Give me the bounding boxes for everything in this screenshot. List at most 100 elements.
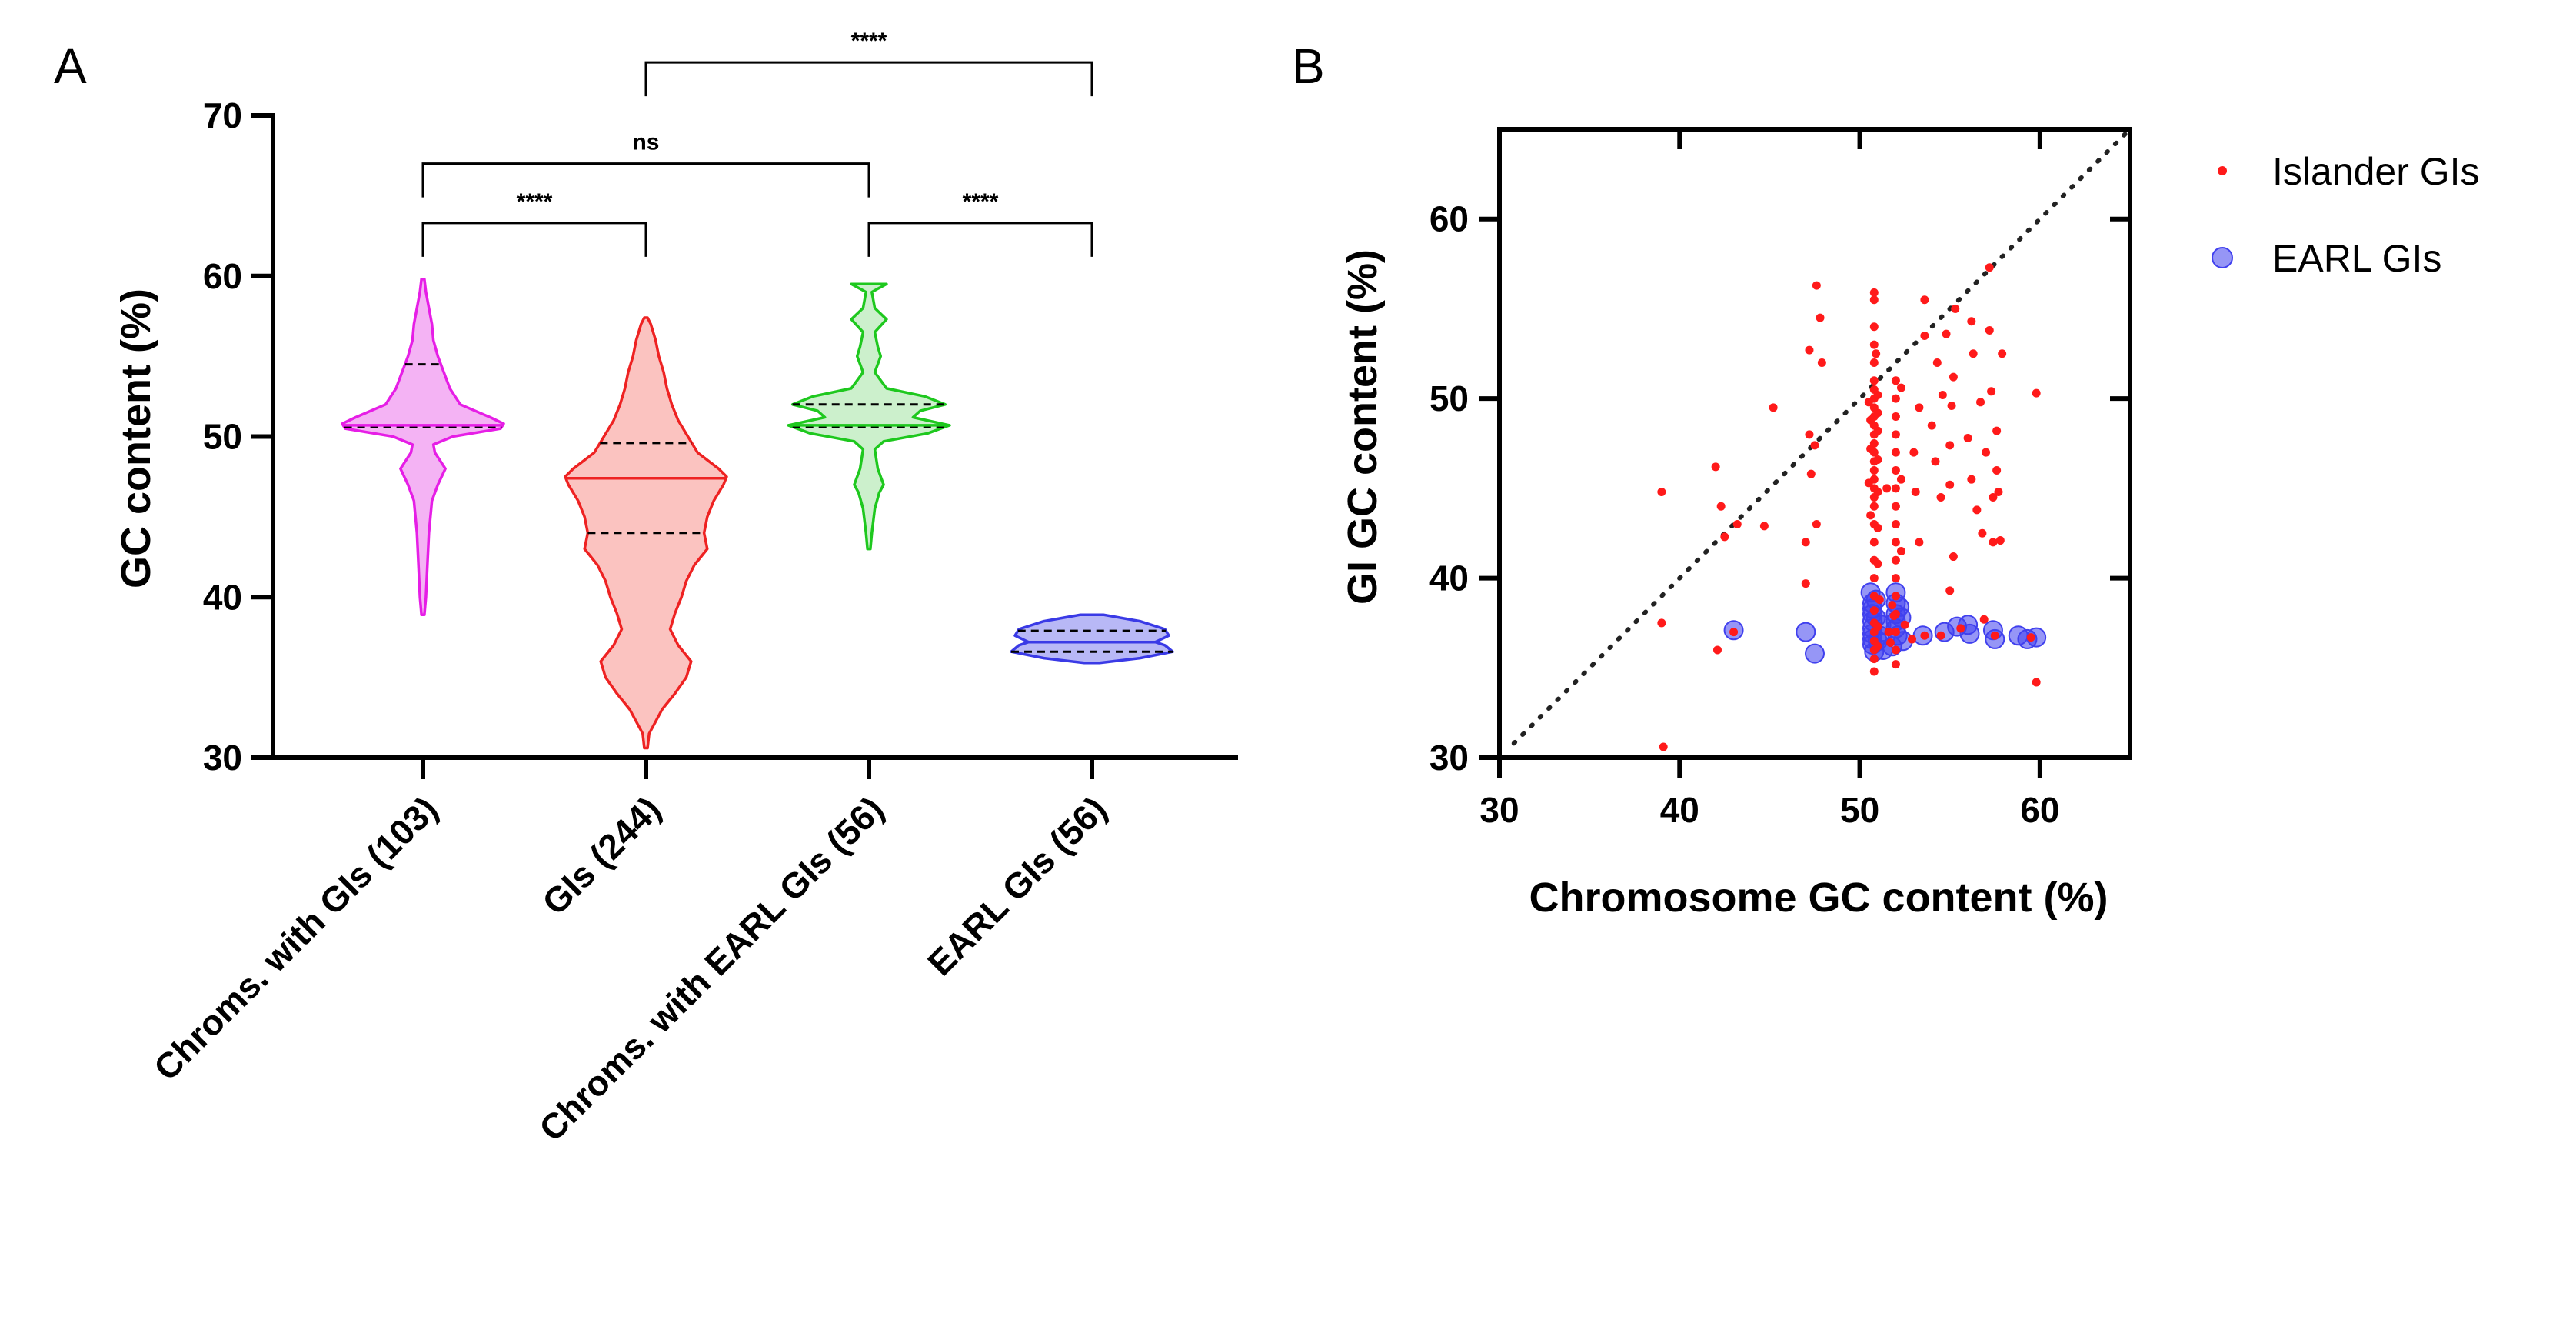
islander-gi-point xyxy=(1875,595,1884,605)
islander-gi-point xyxy=(1882,484,1892,493)
earl-gi-point xyxy=(1959,623,1980,644)
islander-gi-point xyxy=(1956,624,1965,633)
identity-reference-line xyxy=(1511,130,2129,746)
islander-gi-point xyxy=(2032,388,2041,398)
significance-bracket-1: **** xyxy=(421,189,647,257)
islander-gi-point xyxy=(1896,547,1905,556)
islander-gi-point xyxy=(1942,329,1951,338)
islander-gi-point xyxy=(1945,480,1955,489)
islander-gi-point xyxy=(1720,532,1729,542)
islander-gi-point xyxy=(1866,511,1875,520)
islander-gi-point xyxy=(1801,538,1810,547)
islander-gi-point xyxy=(1920,295,1929,305)
earl-gi-point xyxy=(1805,643,1825,664)
islander-gi-point xyxy=(1995,536,2005,545)
bracket-line xyxy=(644,61,1093,97)
islander-gi-point xyxy=(1945,586,1955,595)
islander-gi-point xyxy=(1891,448,1900,457)
islander-gi-point xyxy=(1891,628,1900,637)
islander-gi-point xyxy=(1949,372,1958,382)
legend-islander-label: Islander GIs xyxy=(2272,150,2480,193)
islander-gi-point xyxy=(1891,520,1900,529)
legend-earl-marker xyxy=(2212,247,2233,268)
significance-label: **** xyxy=(963,189,999,215)
islander-gi-point xyxy=(1945,441,1955,450)
islander-gi-point xyxy=(1992,426,2002,435)
plot-frame xyxy=(1497,127,2132,760)
islander-gi-point xyxy=(1873,455,1882,465)
islander-gi-point xyxy=(1869,288,1879,297)
y-tick-label: 30 xyxy=(203,738,242,778)
islander-gi-point xyxy=(1869,376,1879,385)
islander-gi-point xyxy=(1891,660,1900,669)
islander-gi-point xyxy=(1896,475,1905,484)
islander-gi-point xyxy=(1810,441,1819,450)
islander-gi-point xyxy=(1884,628,1893,637)
islander-gi-point xyxy=(1716,502,1726,511)
islander-gi-point xyxy=(1987,387,1996,396)
panel-a-y-axis-title: GC content (%) xyxy=(113,288,159,588)
islander-gi-point xyxy=(1891,574,1900,583)
islander-gi-point xyxy=(1947,401,1956,410)
significance-brackets: **** **** ns **** xyxy=(421,28,1093,257)
x-tick-label: 60 xyxy=(2020,790,2059,830)
islander-gi-point xyxy=(1891,645,1900,655)
islander-gi-point xyxy=(1659,742,1668,751)
islander-gi-point xyxy=(1769,403,1778,412)
y-tick-label: 70 xyxy=(203,95,242,135)
violin-4 xyxy=(1010,613,1174,665)
islander-gi-point xyxy=(1915,538,1924,547)
islander-gi-point xyxy=(1972,505,1982,515)
panel-b-y-axis-title: GI GC content (%) xyxy=(1340,249,1386,605)
x-tick-label: 50 xyxy=(1840,790,1879,830)
islander-gi-point xyxy=(1801,579,1810,588)
islander-gi-point xyxy=(1998,349,2007,358)
islander-gi-point xyxy=(1812,520,1821,529)
violins xyxy=(341,278,1174,750)
islander-gi-point xyxy=(1985,325,1994,335)
islander-gi-point xyxy=(1990,631,1999,640)
islander-gi-point xyxy=(1869,502,1879,511)
y-tick-label: 40 xyxy=(1429,558,1469,598)
y-tick-label: 60 xyxy=(1429,199,1469,239)
islander-gi-point xyxy=(1920,331,1929,340)
islander-gi-point xyxy=(1891,466,1900,475)
islander-gi-point xyxy=(1891,538,1900,547)
islander-gi-point xyxy=(1891,412,1900,421)
islander-gi-point xyxy=(1989,493,1998,502)
islander-gi-point xyxy=(1949,552,1958,562)
islander-gi-point xyxy=(1891,609,1900,618)
islander-gi-point xyxy=(1927,421,1936,430)
bracket-line xyxy=(867,222,1093,257)
violin-2 xyxy=(564,316,728,750)
islander-gi-point xyxy=(1992,466,2002,475)
islander-gi-point xyxy=(1891,592,1900,601)
islander-gi-point xyxy=(1873,622,1882,632)
panel-b-letter: B xyxy=(1292,38,1325,94)
islander-gi-point xyxy=(2026,633,2035,642)
islander-gi-point xyxy=(1806,469,1816,478)
islander-gi-point xyxy=(1805,345,1814,355)
panel-b-legend: Islander GIs EARL GIs xyxy=(2212,150,2480,280)
x-tick-label: 40 xyxy=(1660,790,1699,830)
islander-gi-point xyxy=(1891,502,1900,511)
islander-gi-point xyxy=(1869,358,1879,367)
islander-gi-point xyxy=(1732,520,1742,529)
islander-gi-point xyxy=(1911,488,1920,497)
panel-b-tick-labels: 30 40 50 60 30 40 50 60 xyxy=(1429,199,2060,830)
islander-gi-point xyxy=(1891,555,1900,565)
islander-gis-points xyxy=(1657,263,2041,751)
islander-gi-point xyxy=(1869,606,1879,615)
islander-gi-point xyxy=(1869,340,1879,349)
islander-gi-point xyxy=(1816,313,1825,322)
islander-gi-point xyxy=(1888,601,1897,610)
panel-a-letter: A xyxy=(54,38,87,94)
islander-gi-point xyxy=(1657,488,1666,497)
islander-gi-point xyxy=(1994,488,2003,497)
y-tick-label: 50 xyxy=(203,417,242,457)
islander-gi-point xyxy=(1711,462,1720,472)
islander-gi-point xyxy=(1866,445,1875,454)
islander-gi-point xyxy=(1967,317,1976,326)
